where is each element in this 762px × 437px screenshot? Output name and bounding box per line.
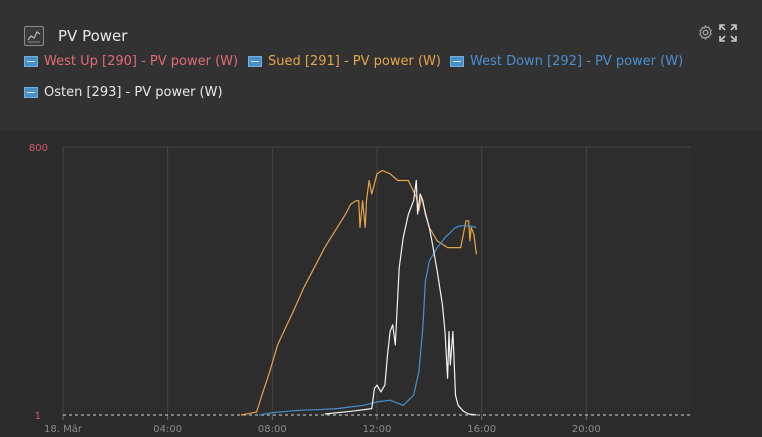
y-tick-label: 1 (35, 411, 41, 422)
x-tick-label: 16:00 (467, 424, 496, 435)
x-tick-label: 20:00 (572, 424, 601, 435)
legend-item-west-down[interactable]: West Down [292] - PV power (W) (450, 54, 683, 69)
legend-swatch-icon (450, 56, 464, 67)
legend-label: Sued [291] - PV power (W) (268, 54, 441, 69)
series-line (324, 179, 477, 416)
legend-item-west-up[interactable]: West Up [290] - PV power (W) (24, 54, 238, 69)
chart-line-icon (24, 26, 44, 46)
expand-icon[interactable] (719, 24, 737, 42)
series-line (240, 169, 477, 416)
x-tick-label: 12:00 (363, 424, 392, 435)
legend-label: Osten [293] - PV power (W) (44, 85, 223, 100)
pv-power-chart[interactable]: 18. Mär 04:00 08:00 12:00 16:00 20:00 800 1 (0, 130, 762, 437)
legend-label: West Up [290] - PV power (W) (44, 54, 239, 69)
panel-header: PV Power West Up [290] - PV power (W) Su… (0, 0, 762, 130)
panel-title: PV Power (58, 27, 128, 45)
legend-swatch-icon (24, 87, 38, 98)
gear-icon[interactable] (697, 24, 715, 42)
x-tick-label: 08:00 (258, 424, 287, 435)
series-line (259, 225, 477, 416)
legend-swatch-icon (24, 56, 38, 67)
chart-area[interactable]: 18. Mär 04:00 08:00 12:00 16:00 20:00 800 1 (0, 130, 762, 437)
x-tick-label: 18. Mär (44, 424, 83, 435)
legend-item-sued[interactable]: Sued [291] - PV power (W) (248, 54, 441, 69)
y-tick-label: 800 (29, 143, 48, 154)
legend-swatch-icon (248, 56, 262, 67)
legend-label: West Down [292] - PV power (W) (470, 54, 684, 69)
legend-item-osten[interactable]: Osten [293] - PV power (W) (24, 85, 223, 100)
x-tick-label: 04:00 (153, 424, 182, 435)
